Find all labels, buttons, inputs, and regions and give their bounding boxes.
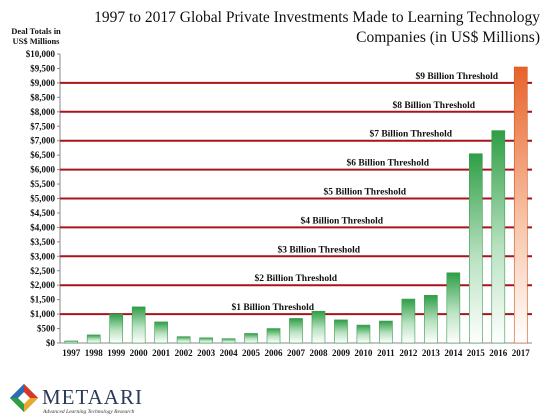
chart-title-line-2: Companies (in US$ Millions) bbox=[356, 29, 540, 46]
y-tick-label: $9,000 bbox=[30, 78, 55, 88]
threshold-label: $2 Billion Threshold bbox=[254, 273, 337, 284]
brand-tagline: Advanced Learning Technology Research bbox=[42, 409, 135, 415]
brand-name: METAARI bbox=[42, 385, 143, 409]
y-tick-label: $2,500 bbox=[30, 266, 55, 276]
threshold-label: $9 Billion Threshold bbox=[415, 71, 498, 82]
bars bbox=[64, 66, 528, 344]
x-tick-label: 2009 bbox=[332, 348, 351, 358]
x-tick-label: 2007 bbox=[287, 348, 306, 358]
y-tick-label: $7,500 bbox=[30, 121, 55, 131]
threshold-label: $7 Billion Threshold bbox=[369, 129, 452, 140]
y-tick-label: $5,000 bbox=[30, 194, 55, 204]
y-tick-label: $6,000 bbox=[30, 165, 55, 175]
y-tick-label: $1,500 bbox=[30, 295, 55, 305]
x-tick-label: 2008 bbox=[309, 348, 328, 358]
y-tick-label: $0 bbox=[46, 338, 56, 348]
y-axis-title-line-2: US$ Millions bbox=[13, 36, 61, 46]
y-axis-title-line-1: Deal Totals in bbox=[11, 26, 61, 36]
bar-2016 bbox=[491, 130, 506, 344]
y-tick-label: $5,500 bbox=[30, 179, 55, 189]
x-tick-label: 1998 bbox=[85, 348, 104, 358]
x-tick-label: 2005 bbox=[242, 348, 261, 358]
y-tick-label: $4,500 bbox=[30, 208, 55, 218]
x-tick-label: 2004 bbox=[220, 348, 239, 358]
y-tick-label: $8,500 bbox=[30, 92, 55, 102]
y-tick-label: $6,500 bbox=[30, 150, 55, 160]
y-tick-label: $3,000 bbox=[30, 251, 55, 261]
y-tick-label: $9,500 bbox=[30, 63, 55, 73]
bar-1998 bbox=[86, 334, 101, 344]
bar-2001 bbox=[154, 321, 168, 344]
bar-2008 bbox=[311, 310, 326, 344]
y-tick-label: $8,000 bbox=[30, 107, 55, 117]
x-tick-label: 2000 bbox=[130, 348, 149, 358]
x-tick-label: 2016 bbox=[489, 348, 508, 358]
x-axis-ticks: 1997 1998 1999 2000 2001 2002 2003 2004 2005 2006… bbox=[62, 348, 530, 358]
x-tick-label: 2001 bbox=[152, 348, 171, 358]
x-tick-label: 2006 bbox=[265, 348, 284, 358]
y-tick-label: $1,000 bbox=[30, 309, 55, 319]
x-tick-label: 2015 bbox=[467, 348, 486, 358]
y-tick-label: $500 bbox=[37, 324, 56, 334]
threshold-label: $3 Billion Threshold bbox=[277, 244, 360, 255]
x-tick-label: 2003 bbox=[197, 348, 216, 358]
x-tick-label: 2011 bbox=[377, 348, 395, 358]
y-tick-label: $2,000 bbox=[30, 280, 55, 290]
x-tick-label: 2013 bbox=[422, 348, 441, 358]
threshold-label: $1 Billion Threshold bbox=[231, 302, 314, 313]
bar-2003 bbox=[199, 337, 213, 344]
y-tick-label: $3,500 bbox=[30, 237, 55, 247]
chart-title-line-1: 1997 to 2017 Global Private Investments … bbox=[94, 9, 540, 26]
bar-2006 bbox=[266, 328, 281, 344]
bar-1999 bbox=[109, 313, 124, 344]
bar-2009 bbox=[334, 319, 348, 344]
bar-2000 bbox=[131, 306, 146, 344]
bar-2013 bbox=[424, 295, 438, 344]
bar-2015 bbox=[468, 153, 483, 344]
threshold-label: $8 Billion Threshold bbox=[392, 100, 475, 111]
metaari-diamond-logo-icon bbox=[10, 384, 38, 412]
y-tick-label: $7,000 bbox=[30, 136, 55, 146]
bar-2017 bbox=[513, 66, 528, 344]
metaari-logo: METAARI Advanced Learning Technology Res… bbox=[10, 384, 143, 415]
x-tick-label: 2017 bbox=[512, 348, 531, 358]
bar-2004 bbox=[221, 338, 236, 344]
bar-2011 bbox=[379, 320, 393, 344]
bar-2007 bbox=[289, 318, 303, 344]
x-tick-label: 2010 bbox=[354, 348, 373, 358]
y-tick-label: $10,000 bbox=[26, 49, 56, 59]
bar-2005 bbox=[244, 333, 258, 344]
x-tick-label: 1997 bbox=[62, 348, 81, 358]
threshold-label: $4 Billion Threshold bbox=[300, 215, 383, 226]
bar-1997 bbox=[64, 340, 79, 344]
x-tick-label: 2002 bbox=[175, 348, 194, 358]
x-tick-label: 2012 bbox=[399, 348, 418, 358]
x-tick-label: 2014 bbox=[444, 348, 463, 358]
bar-2010 bbox=[356, 324, 371, 344]
bar-2012 bbox=[401, 298, 416, 344]
threshold-label: $6 Billion Threshold bbox=[346, 158, 429, 169]
y-axis-ticks: $0 $500 $1,000 $1,500 $2,000 $2,500 $3,000 $3,5… bbox=[26, 49, 60, 348]
bar-2014 bbox=[446, 272, 461, 344]
bar-2002 bbox=[176, 336, 191, 344]
threshold-labels: $1 Billion Threshold $2 Billion Threshold… bbox=[231, 71, 498, 313]
x-tick-label: 1999 bbox=[107, 348, 126, 358]
threshold-label: $5 Billion Threshold bbox=[323, 187, 406, 198]
y-tick-label: $4,000 bbox=[30, 222, 55, 232]
